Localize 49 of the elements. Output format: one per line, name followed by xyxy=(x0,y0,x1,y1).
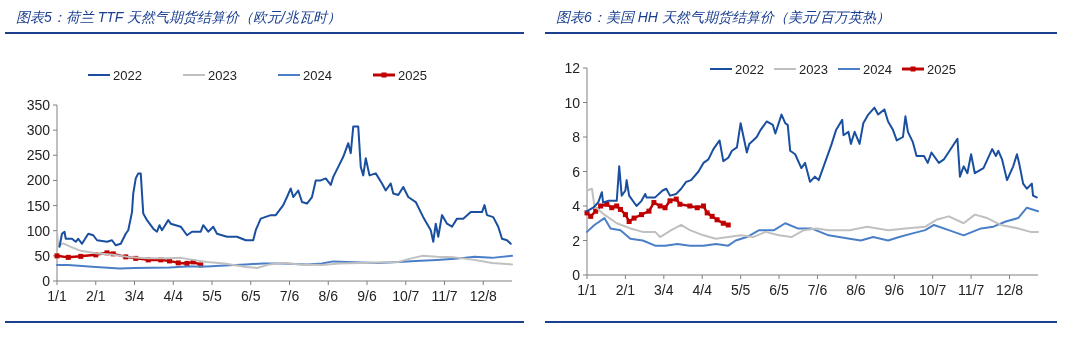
x-tick-label: 4/4 xyxy=(163,288,184,304)
x-tick-label: 12/8 xyxy=(995,282,1024,298)
x-tick-label: 3/4 xyxy=(654,282,674,298)
y-tick-label: 300 xyxy=(26,122,51,139)
y-tick-label: 150 xyxy=(26,197,51,214)
x-tick-label: 7/6 xyxy=(807,282,828,298)
y-tick-label: 12 xyxy=(564,60,581,76)
x-tick-label: 6/5 xyxy=(241,288,261,304)
y-tick-label: 8 xyxy=(572,129,581,145)
y-tick-label: 10 xyxy=(564,94,581,111)
x-tick-label: 8/6 xyxy=(318,288,339,304)
x-tick-label: 4/4 xyxy=(692,282,713,298)
x-tick-label: 11/7 xyxy=(431,288,458,304)
y-tick-label: 0 xyxy=(572,267,581,283)
y-tick-label: 200 xyxy=(26,172,51,189)
x-tick-label: 2/1 xyxy=(615,282,636,298)
y-tick-label: 6 xyxy=(572,163,581,180)
x-tick-label: 5/5 xyxy=(730,282,751,298)
legend-label: 2025 xyxy=(927,62,956,77)
x-tick-label: 9/6 xyxy=(884,282,905,298)
x-tick-label: 8/6 xyxy=(846,282,866,298)
y-tick-label: 250 xyxy=(26,147,51,164)
legend-label: 2023 xyxy=(799,62,828,77)
x-tick-label: 2/1 xyxy=(86,288,106,304)
x-tick-label: 6/5 xyxy=(769,282,789,298)
legend-label: 2023 xyxy=(208,68,237,83)
legend-label: 2025 xyxy=(398,68,427,83)
x-tick-label: 12/8 xyxy=(469,288,498,304)
legend-label: 2024 xyxy=(303,68,332,83)
legend-label: 2022 xyxy=(113,68,142,83)
x-tick-label: 7/6 xyxy=(279,288,300,304)
x-tick-label: 10/7 xyxy=(392,288,420,304)
x-tick-label: 3/4 xyxy=(124,288,145,304)
legend-label: 2024 xyxy=(863,62,892,77)
x-tick-label: 11/7 xyxy=(957,282,985,298)
legend-label: 2022 xyxy=(735,62,764,77)
x-tick-label: 10/7 xyxy=(919,282,947,298)
y-tick-label: 350 xyxy=(26,97,51,113)
chart-title: 图表6：美国 HH 天然气期货结算价（美元/百万英热） xyxy=(556,9,890,25)
x-tick-label: 1/1 xyxy=(47,288,67,304)
y-tick-label: 50 xyxy=(34,247,51,264)
x-tick-label: 1/1 xyxy=(577,282,597,298)
x-tick-label: 9/6 xyxy=(357,288,377,304)
y-tick-label: 4 xyxy=(572,198,581,214)
chart-title: 图表5：荷兰 TTF 天然气期货结算价（欧元/兆瓦时） xyxy=(16,9,341,25)
x-tick-label: 5/5 xyxy=(202,288,222,304)
y-tick-label: 100 xyxy=(26,222,51,239)
y-tick-label: 0 xyxy=(42,273,51,289)
y-tick-label: 2 xyxy=(572,232,581,249)
